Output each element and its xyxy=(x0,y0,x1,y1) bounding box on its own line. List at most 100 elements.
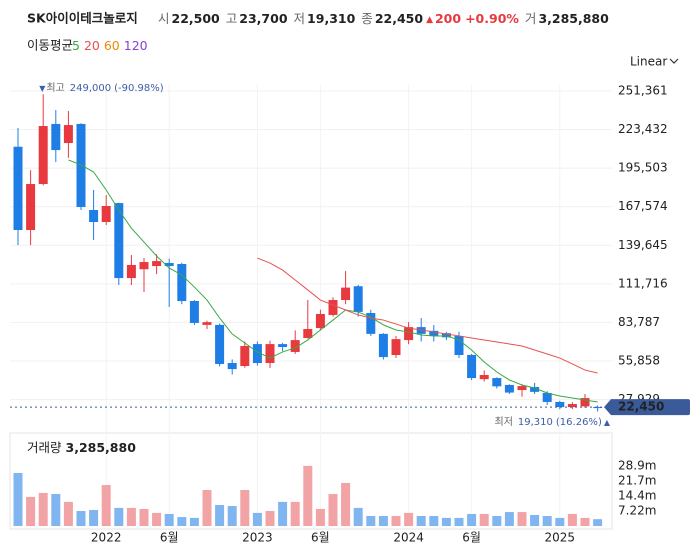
candle-body xyxy=(51,123,61,151)
volume-bar xyxy=(593,519,603,526)
y-tick-label: 223,432 xyxy=(618,122,668,136)
volume-bar xyxy=(454,517,464,526)
volume-bar xyxy=(101,485,111,526)
candle-body xyxy=(152,261,162,267)
stat-value: 22,450 xyxy=(375,11,424,26)
candle-body xyxy=(341,287,351,301)
volume-bar xyxy=(164,513,174,526)
volume-bar xyxy=(555,517,565,526)
volume-bar xyxy=(177,517,187,526)
candle-body xyxy=(391,339,401,355)
x-tick-label: 2023 xyxy=(242,531,273,545)
volume-bar xyxy=(76,511,86,526)
volume-panel xyxy=(9,432,613,530)
x-tick-label: 2024 xyxy=(393,531,424,545)
stat-label: 종 xyxy=(361,11,373,26)
ma-legend-item: 20 xyxy=(84,38,100,53)
volume-bar xyxy=(51,493,61,526)
volume-bar xyxy=(303,465,313,526)
volume-bar xyxy=(479,513,489,526)
candle-body xyxy=(26,184,36,231)
stat-value: 23,700 xyxy=(239,11,288,26)
candle-body xyxy=(530,387,540,392)
candle-body xyxy=(202,322,212,325)
volume-bar xyxy=(404,512,414,526)
candle-body xyxy=(189,301,199,323)
volume-bar xyxy=(202,490,212,526)
volume-title-value: 3,285,880 xyxy=(66,440,137,455)
volume-bar xyxy=(366,516,376,526)
ma-legend-item: 60 xyxy=(104,38,120,53)
candle-body xyxy=(240,346,250,367)
volume-label: 거 xyxy=(525,11,537,26)
candle-body xyxy=(542,392,552,402)
volume-bar xyxy=(278,501,288,526)
min-label: 최저 xyxy=(495,416,513,428)
candle-body xyxy=(504,384,514,393)
min-change: (16.26%) xyxy=(556,417,602,428)
volume-bar xyxy=(391,516,401,526)
volume-bar xyxy=(378,516,388,526)
volume-tick-label: 28.9m xyxy=(618,458,656,472)
candle-body xyxy=(13,146,23,231)
stat-label: 고 xyxy=(226,11,238,26)
y-tick-label: 167,574 xyxy=(618,199,668,213)
volume-title: 거래량 3,285,880 xyxy=(27,440,136,455)
volume-bar xyxy=(315,508,325,526)
candle-body xyxy=(63,125,73,144)
candle-body xyxy=(114,203,124,279)
up-arrow: ▲ xyxy=(426,15,433,25)
volume-bar xyxy=(429,516,439,526)
volume-bar xyxy=(492,516,502,526)
last-price-label: 22,450 xyxy=(618,400,664,414)
volume-bar xyxy=(114,507,124,526)
y-tick-label: 195,503 xyxy=(618,161,668,175)
chevron xyxy=(669,58,679,64)
moving-average-line xyxy=(257,257,598,374)
candle-body xyxy=(227,363,237,370)
candle-body xyxy=(315,313,325,329)
change-pct: +0.90% xyxy=(465,11,519,26)
volume-tick-label: 21.7m xyxy=(618,473,656,487)
candle-body xyxy=(366,313,376,334)
volume-bar xyxy=(89,509,99,526)
max-change: (-90.98%) xyxy=(114,83,164,94)
y-tick-label: 83,787 xyxy=(618,315,660,329)
candle-body xyxy=(328,300,338,315)
candle-body xyxy=(429,330,439,336)
volume-bar xyxy=(353,507,363,526)
candle-body xyxy=(492,378,502,387)
candle-body xyxy=(252,344,262,364)
min-arrow: ▲ xyxy=(604,418,611,427)
candle-body xyxy=(89,209,99,223)
candle-body xyxy=(479,375,489,380)
volume-bar xyxy=(152,512,162,526)
candle-body xyxy=(378,333,388,358)
candle-body xyxy=(353,286,363,312)
stat-label: 시 xyxy=(158,11,170,26)
scale-label[interactable]: Linear xyxy=(630,55,667,69)
stat-value: 19,310 xyxy=(307,11,356,26)
candle-body xyxy=(215,324,225,364)
volume-bar xyxy=(467,513,477,526)
candle-body xyxy=(38,126,48,185)
candle-body xyxy=(139,262,149,270)
candle-body xyxy=(467,354,477,379)
last-price-box xyxy=(604,399,690,416)
candle-body xyxy=(454,335,464,355)
candle-body xyxy=(517,386,527,391)
max-arrow: ▼ xyxy=(39,84,46,93)
candle-body xyxy=(164,263,174,267)
candle-body xyxy=(265,344,275,364)
candle-body xyxy=(126,264,136,279)
volume-bar xyxy=(63,501,73,526)
volume-bar xyxy=(517,512,527,526)
x-tick-label: 2025 xyxy=(545,531,576,545)
max-note: ▼최고 249,000 (-90.98%) xyxy=(39,82,164,94)
scale-selector[interactable]: Linear xyxy=(630,55,679,69)
y-tick-label: 139,645 xyxy=(618,238,668,252)
volume-title-label: 거래량 xyxy=(27,440,62,455)
volume-tick-label: 7.22m xyxy=(618,503,656,517)
candle-body xyxy=(303,329,313,339)
